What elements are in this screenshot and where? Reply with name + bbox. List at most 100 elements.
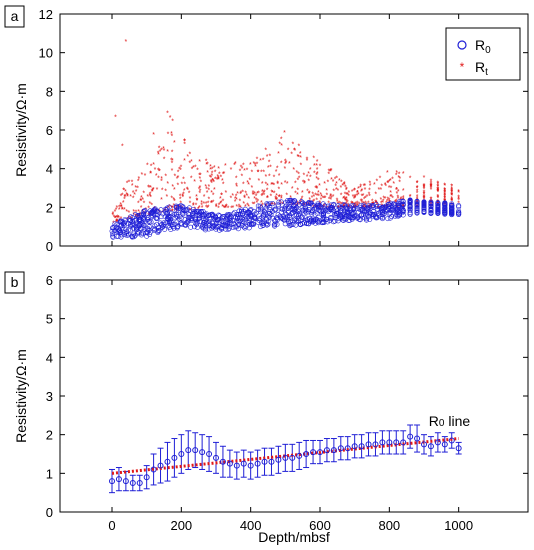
rt-point: * — [142, 190, 145, 197]
rt-point: * — [204, 184, 207, 191]
r0-point — [244, 215, 250, 221]
rt-point: * — [416, 198, 419, 205]
rt-point: * — [402, 202, 405, 209]
rt-point: * — [423, 189, 426, 196]
r0-point — [275, 217, 281, 223]
rt-point: * — [163, 156, 166, 163]
rt-point: * — [241, 166, 244, 173]
r0-point — [196, 213, 202, 219]
mean-point — [164, 458, 171, 465]
r0-point — [294, 218, 300, 224]
rt-point: * — [160, 148, 163, 155]
rt-point: * — [232, 205, 235, 212]
rt-point: * — [198, 205, 201, 212]
r0-point — [352, 213, 358, 219]
rt-point: * — [262, 158, 265, 165]
rt-point: * — [149, 201, 152, 208]
rt-point: * — [215, 204, 218, 211]
rt-point: * — [223, 171, 226, 178]
rt-point: * — [251, 201, 254, 208]
rt-point: * — [114, 209, 117, 216]
r0-point — [428, 210, 434, 216]
panel-a-legend: R0 * Rt — [445, 27, 521, 81]
panel-b-x-label: Depth/mbsf — [258, 529, 330, 545]
rt-point: * — [296, 154, 299, 161]
rt-point: * — [152, 187, 155, 194]
rt-point: * — [338, 201, 341, 208]
rt-point: * — [316, 171, 319, 178]
rt-point: * — [308, 191, 311, 198]
rt-point: * — [341, 183, 344, 190]
rt-point: * — [217, 205, 220, 212]
r0-point — [128, 227, 134, 233]
rt-point: * — [124, 189, 127, 196]
rt-point: * — [386, 170, 389, 177]
r0-point — [216, 227, 222, 233]
rt-point: * — [273, 175, 276, 182]
mean-point — [213, 454, 219, 461]
rt-point: * — [443, 192, 446, 199]
rt-point: * — [211, 167, 214, 174]
rt-point: * — [116, 219, 119, 226]
rt-point: * — [190, 159, 193, 166]
rt-point: * — [284, 180, 287, 187]
mean-point — [351, 443, 358, 450]
rt-point: * — [166, 149, 169, 156]
rt-point: * — [207, 197, 210, 204]
rt-point: * — [150, 163, 153, 170]
rt-point: * — [220, 175, 223, 182]
r0-point — [285, 205, 291, 211]
rt-point: * — [381, 200, 384, 207]
rt-point: * — [213, 187, 216, 194]
r0-point — [435, 203, 441, 209]
rt-point: * — [239, 169, 242, 176]
r0-point — [266, 213, 272, 219]
rt-point: * — [254, 164, 257, 171]
rt-point: * — [388, 201, 391, 208]
r0-point — [183, 207, 189, 213]
rt-point: * — [345, 188, 348, 195]
rt-point: * — [235, 184, 238, 191]
rt-point: * — [192, 202, 195, 209]
rt-point: * — [234, 196, 237, 203]
mean-point — [109, 478, 115, 485]
rt-point: * — [147, 184, 150, 191]
r0-point — [282, 205, 288, 211]
r0-point — [421, 199, 427, 205]
r0-point — [386, 201, 392, 207]
mean-point — [206, 451, 213, 457]
r0-point — [141, 211, 147, 217]
rt-point: * — [399, 176, 402, 183]
rt-point: * — [235, 182, 238, 189]
rt-point: * — [443, 190, 446, 197]
r0-point — [266, 214, 272, 220]
rt-point: * — [173, 187, 176, 194]
rt-point: * — [218, 202, 221, 209]
rt-point: * — [430, 200, 433, 207]
r0-point — [141, 208, 147, 214]
mean-point — [226, 460, 233, 467]
mean-point — [199, 449, 206, 456]
rt-point: * — [369, 183, 372, 190]
rt-point: * — [183, 158, 186, 165]
r0-point — [210, 213, 216, 219]
rt-point: * — [195, 197, 198, 204]
rt-point: * — [242, 201, 245, 208]
r0-point — [414, 210, 420, 216]
r0-point — [414, 199, 420, 205]
rt-point: * — [115, 207, 118, 214]
rt-point: * — [332, 179, 335, 186]
rt-point: * — [317, 193, 320, 200]
r0-point — [193, 215, 199, 221]
rt-point: * — [260, 200, 263, 207]
rt-point: * — [188, 208, 191, 215]
rt-point: * — [247, 204, 250, 211]
rt-point: * — [135, 189, 138, 196]
rt-point: * — [157, 176, 160, 183]
r0-point — [306, 207, 312, 213]
rt-point: * — [261, 202, 264, 209]
mean-point — [427, 443, 434, 450]
rt-point: * — [423, 185, 426, 192]
r0-point — [131, 225, 137, 231]
rt-point: * — [316, 193, 319, 200]
